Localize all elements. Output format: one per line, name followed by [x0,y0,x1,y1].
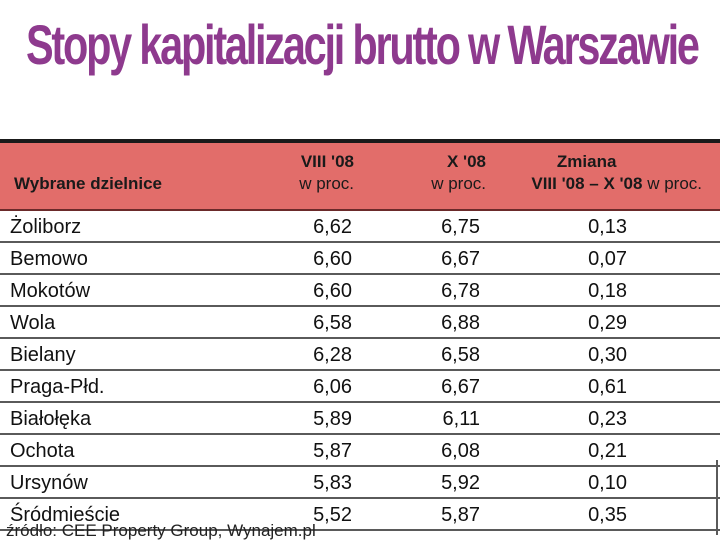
header-change: Zmiana VIII '08 – X '08 w proc. [531,151,702,195]
oct08-cell: 5,87 [441,504,480,526]
oct08-cell: 6,88 [441,312,480,334]
district-cell: Śródmieście [10,504,121,526]
change-cell: 0,29 [588,312,627,334]
table-header: Wybrane dzielnice VIII '08 w proc. X '08… [0,143,720,211]
aug08-cell: 6,60 [313,248,352,270]
header-aug08: VIII '08 w proc. [299,151,354,195]
district-cell: Bielany [10,344,76,366]
table-row: Ochota 5,87 6,08 0,21 [0,435,720,467]
header-change-period: VIII '08 – X '08 [531,174,643,193]
header-aug08-label: VIII '08 [300,152,354,171]
district-cell: Wola [10,312,56,334]
header-oct08-label: X '08 [446,152,486,171]
table-body: Żoliborz 6,62 6,75 0,13 Bemowo 6,60 6,67 0,07 Mo… [0,211,720,531]
change-cell: 0,10 [588,472,627,494]
oct08-cell: 6,08 [441,440,480,462]
change-cell: 0,30 [588,344,627,366]
header-oct08-unit: w proc. [431,174,486,193]
oct08-cell: 6,75 [441,216,480,238]
table-row: Żoliborz 6,62 6,75 0,13 [0,211,720,243]
table-row: Wola 6,58 6,88 0,29 [0,307,720,339]
table-row: Bielany 6,28 6,58 0,30 [0,339,720,371]
table-row: Ursynów 5,83 5,92 0,10 [0,467,720,499]
aug08-cell: 5,87 [313,440,352,462]
aug08-cell: 5,89 [313,408,352,430]
change-cell: 0,21 [588,440,627,462]
oct08-cell: 6,58 [441,344,480,366]
source-note: źródło: CEE Property Group, Wynajem.pl [6,521,316,540]
table-row: Bemowo 6,60 6,67 0,07 [0,243,720,275]
right-rule [716,460,718,535]
change-cell: 0,13 [588,216,627,238]
chart-title: Stopy kapitalizacji brutto w Warszawie [26,13,700,76]
district-cell: Praga-Płd. [10,376,105,398]
data-table: Wybrane dzielnice VIII '08 w proc. X '08… [0,139,720,531]
oct08-cell: 6,67 [441,248,480,270]
header-change-label: Zmiana [556,152,617,171]
table-row: Mokotów 6,60 6,78 0,18 [0,275,720,307]
oct08-cell: 5,92 [441,472,480,494]
oct08-cell: 6,78 [441,280,480,302]
aug08-cell: 6,28 [313,344,352,366]
change-cell: 0,61 [588,376,627,398]
aug08-cell: 5,83 [313,472,352,494]
table-row: Białołęka 5,89 6,11 0,23 [0,403,720,435]
aug08-cell: 6,60 [313,280,352,302]
district-cell: Mokotów [10,280,91,302]
change-cell: 0,18 [588,280,627,302]
header-oct08: X '08 w proc. [431,151,486,195]
district-cell: Żoliborz [10,216,82,238]
district-cell: Ursynów [10,472,88,494]
district-cell: Ochota [10,440,75,462]
header-district: Wybrane dzielnice [14,174,163,193]
change-cell: 0,07 [588,248,627,270]
aug08-cell: 6,06 [313,376,352,398]
aug08-cell: 5,52 [313,504,352,526]
aug08-cell: 6,58 [313,312,352,334]
aug08-cell: 6,62 [313,216,352,238]
oct08-cell: 6,11 [442,408,480,430]
table-row: Śródmieście 5,52 5,87 0,35 [0,499,720,531]
top-rule [0,139,720,143]
header-aug08-unit: w proc. [299,174,354,193]
change-cell: 0,35 [588,504,627,526]
change-cell: 0,23 [588,408,627,430]
district-cell: Bemowo [10,248,88,270]
oct08-cell: 6,67 [441,376,480,398]
table-row: Praga-Płd. 6,06 6,67 0,61 [0,371,720,403]
header-change-unit: w proc. [647,174,702,193]
district-cell: Białołęka [10,408,92,430]
